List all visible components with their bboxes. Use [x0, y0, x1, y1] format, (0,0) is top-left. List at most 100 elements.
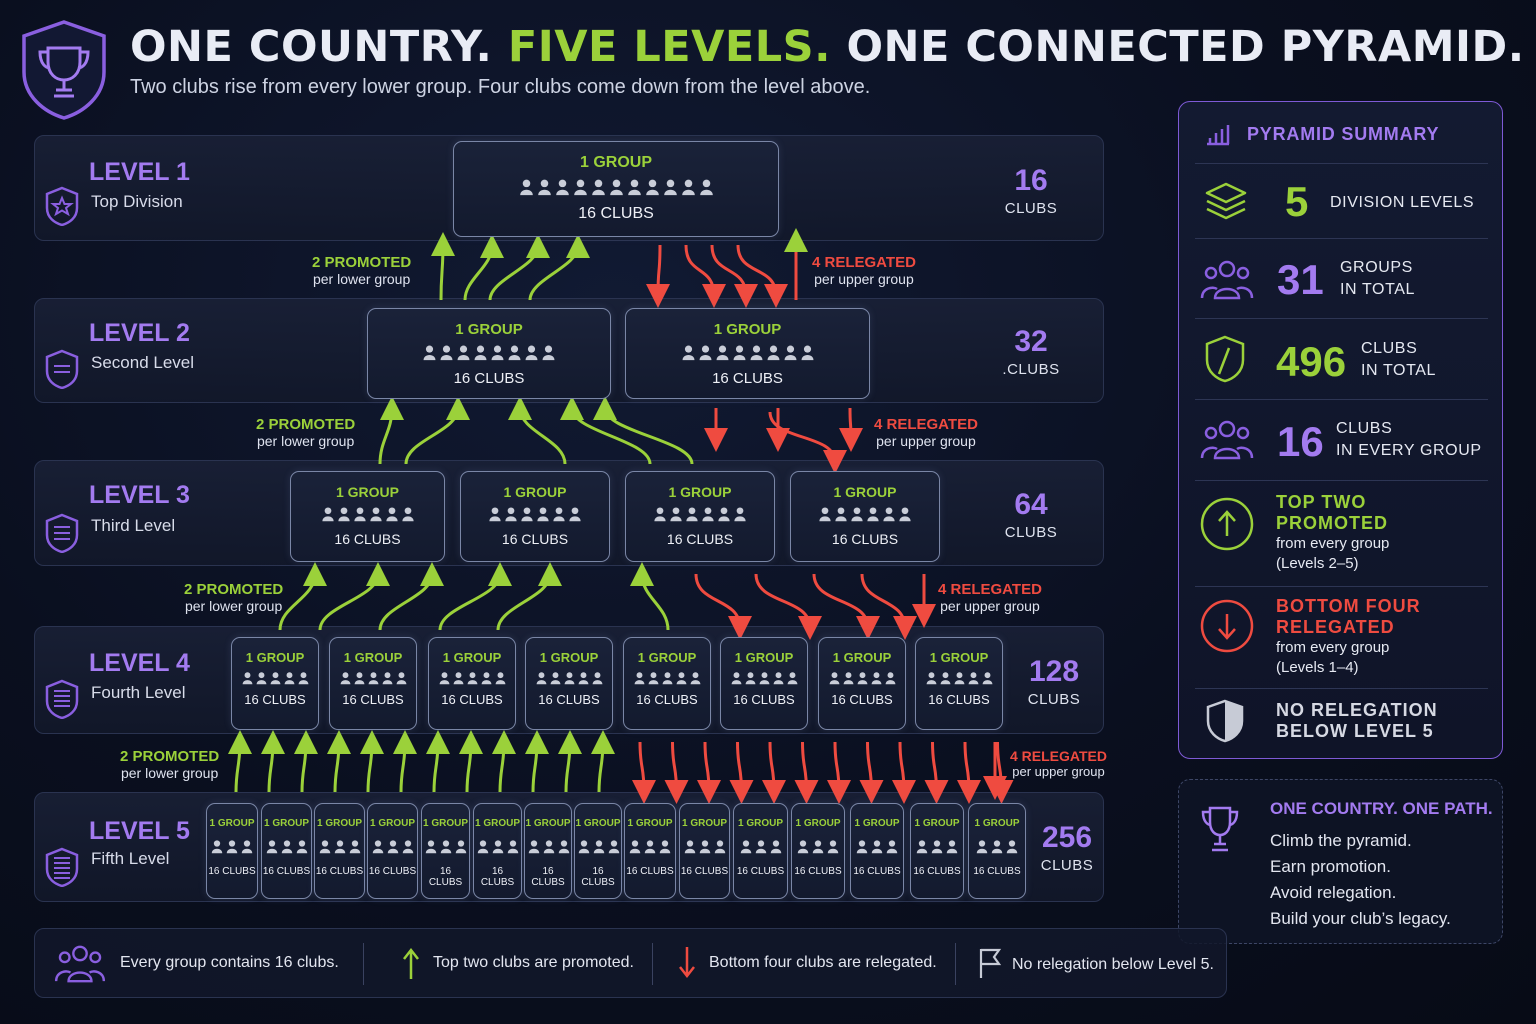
- group-card: 1 GROUP 16 CLUBS: [574, 803, 622, 899]
- legend-bar: Every group contains 16 clubs. Top two c…: [34, 928, 1227, 998]
- arrow-up-circle-icon: [1200, 497, 1254, 551]
- page-subtitle: Two clubs rise from every lower group. F…: [130, 76, 871, 98]
- group-label: 1 GROUP: [795, 818, 841, 829]
- star-shield-icon: [45, 186, 79, 226]
- clubs-label: 16 CLUBS: [712, 370, 783, 387]
- group-label: 1 GROUP: [525, 818, 571, 829]
- promotion-arrow: [378, 396, 404, 465]
- path-box-heading: ONE COUNTRY. ONE PATH.: [1270, 799, 1493, 818]
- group-label: 1 GROUP: [316, 818, 362, 829]
- promotion-arrow: [590, 730, 615, 793]
- group-label: 1 GROUP: [914, 818, 960, 829]
- group-label: 1 GROUP: [713, 321, 782, 338]
- promoted-label-1: 2 PROMOTED per lower group: [312, 254, 412, 287]
- clubs-label: 16 CLUBS: [244, 692, 306, 707]
- relegation-arrow: [754, 573, 822, 640]
- shield-lines-icon: [45, 847, 79, 887]
- group-card: 1 GROUP 16 CLUBS: [679, 803, 730, 899]
- page-title: ONE COUNTRY. FIVE LEVELS. ONE CONNECTED …: [130, 22, 1525, 72]
- relegated-label-2: 4 RELEGATED per upper group: [874, 416, 978, 449]
- promotion-arrow: [528, 234, 590, 301]
- clubs-label: 16 CLUBS: [626, 866, 674, 877]
- clubs-label: 16 CLUBS: [538, 692, 600, 707]
- group-label: 1 GROUP: [974, 818, 1020, 829]
- people-icon-row: [819, 671, 905, 688]
- group-card: 1 GROUP 16 CLUBS: [791, 803, 845, 899]
- relegation-arrow: [664, 741, 689, 804]
- pyramid-summary-panel: PYRAMID SUMMARY 5 DIVISION LEVELS 31 GRO…: [1178, 101, 1503, 759]
- clubs-label: 16 CLUBS: [342, 692, 404, 707]
- people-icon-row: [969, 839, 1025, 858]
- path-box-lines: Climb the pyramid. Earn promotion. Avoid…: [1270, 831, 1451, 928]
- relegation-arrow: [694, 573, 752, 640]
- group-label: 1 GROUP: [474, 818, 520, 829]
- people-icon-row: [851, 839, 903, 858]
- relegated-label-1: 4 RELEGATED per upper group: [812, 254, 916, 287]
- group-card: 1 GROUP 16 CLUBS: [314, 803, 365, 899]
- people-icon-row: [626, 506, 774, 527]
- promotion-arrow: [458, 730, 483, 793]
- relegation-arrow: [646, 244, 671, 308]
- group-card: 1 GROUP 16 CLUBS: [261, 803, 312, 899]
- level-3-count: 64 CLUBS: [1004, 488, 1058, 541]
- relegated-label-3: 4 RELEGATED per upper group: [938, 581, 1042, 614]
- people-icon-row: [422, 839, 469, 858]
- arrow-up-icon: [403, 947, 419, 979]
- clubs-label: 16 CLUBS: [973, 866, 1021, 877]
- group-card: 1 GROUP 16 CLUBS: [453, 141, 779, 237]
- people-icon-row: [330, 671, 416, 688]
- group-card: 1 GROUP 16 CLUBS: [421, 803, 470, 899]
- group-label: 1 GROUP: [442, 650, 502, 665]
- promoted-label-4: 2 PROMOTED per lower group: [120, 748, 220, 781]
- summary-groups-label: GROUPS IN TOTAL: [1340, 259, 1416, 298]
- summary-clubs-label: CLUBS IN TOTAL: [1361, 340, 1437, 379]
- level-4-count: 128 CLUBS: [1027, 655, 1081, 708]
- promotion-arrow: [227, 730, 252, 793]
- clubs-label: 16 CLUBS: [441, 692, 503, 707]
- people-icon-row: [791, 506, 939, 527]
- layers-icon: [1205, 182, 1247, 220]
- shield-slash-icon: [1205, 335, 1245, 383]
- group-label: 1 GROUP: [335, 484, 399, 500]
- relegation-arrow: [859, 741, 884, 804]
- clubs-label: 16 CLUBS: [480, 866, 515, 888]
- people-icon-row: [262, 839, 311, 858]
- promotion-arrow: [508, 396, 567, 465]
- group-label: 1 GROUP: [681, 818, 727, 829]
- one-path-box: ONE COUNTRY. ONE PATH. Climb the pyramid…: [1178, 779, 1503, 944]
- relegation-arrow: [761, 741, 786, 804]
- group-card: 1 GROUP 16 CLUBS: [625, 471, 775, 562]
- level-4-title: LEVEL 4: [89, 649, 190, 677]
- clubs-label: 16 CLUBS: [368, 866, 417, 877]
- level-2-title: LEVEL 2: [89, 319, 190, 347]
- level-4-subtitle: Fourth Level: [91, 683, 186, 702]
- group-label: 1 GROUP: [833, 484, 897, 500]
- group-card: 1 GROUP 16 CLUBS: [206, 803, 258, 899]
- summary-groups-value: 31: [1277, 256, 1324, 303]
- group-label: 1 GROUP: [734, 650, 794, 665]
- people-icon-row: [734, 839, 787, 858]
- arrow-down-icon: [679, 947, 695, 979]
- promotion-arrow: [425, 730, 450, 793]
- people-icon-row: [461, 506, 609, 527]
- clubs-label: 16 CLUBS: [208, 866, 256, 877]
- bar-chart-icon: [1207, 125, 1230, 146]
- clubs-label: 16 CLUBS: [794, 866, 842, 877]
- group-label: 1 GROUP: [209, 818, 255, 829]
- shield-lines-icon: [45, 679, 79, 719]
- clubs-label: 16 CLUBS: [581, 866, 615, 888]
- clubs-label: 16 CLUBS: [334, 531, 401, 547]
- legend-item-promoted: Top two clubs are promoted.: [433, 954, 634, 971]
- level-2-count: 32 .CLUBS: [1002, 325, 1060, 378]
- people-icon-row: [624, 671, 710, 688]
- group-label: 1 GROUP: [854, 818, 900, 829]
- people-icon-row: [368, 839, 417, 858]
- promotion-arrow: [560, 396, 652, 465]
- promotion-arrow: [491, 730, 516, 793]
- trophy-shield-icon: [22, 20, 106, 120]
- group-card: 1 GROUP 16 CLUBS: [428, 637, 516, 730]
- group-card: 1 GROUP 16 CLUBS: [910, 803, 964, 899]
- group-card: 1 GROUP 16 CLUBS: [625, 308, 870, 399]
- summary-clubs-value: 496: [1276, 338, 1347, 385]
- summary-releg-sub: from every group (Levels 1–4): [1276, 639, 1390, 676]
